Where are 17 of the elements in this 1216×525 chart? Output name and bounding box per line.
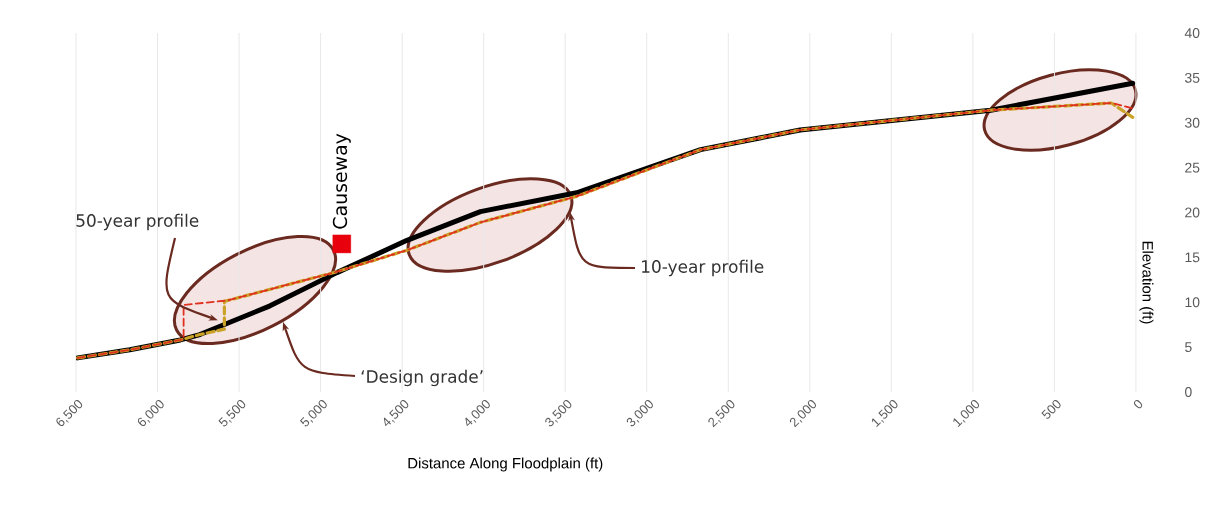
- annotation: 10-year profile: [642, 259, 764, 277]
- y-tick-label: 5: [1185, 342, 1192, 352]
- y-tick-label: 0: [1185, 387, 1192, 397]
- y-axis-title: Elevation (ft): [1139, 241, 1154, 324]
- x-tick-label: 500: [1041, 400, 1061, 419]
- annotation: 50-year profile: [76, 213, 199, 231]
- y-tick-label: 35: [1185, 72, 1200, 83]
- y-tick-label: 10: [1185, 297, 1200, 308]
- y-tick-label: 15: [1185, 252, 1200, 263]
- y-tick-label: 25: [1185, 162, 1200, 173]
- y-tick-label: 20: [1185, 207, 1200, 218]
- y-tick-label: 30: [1185, 117, 1200, 128]
- y-tick-label: 40: [1184, 28, 1200, 38]
- annotation: Causeway: [332, 133, 351, 229]
- x-axis-title: Distance Along Floodplain (ft): [408, 457, 603, 472]
- annotation: ‘Design grade’: [361, 369, 483, 387]
- x-tick-label: 0: [1133, 400, 1143, 409]
